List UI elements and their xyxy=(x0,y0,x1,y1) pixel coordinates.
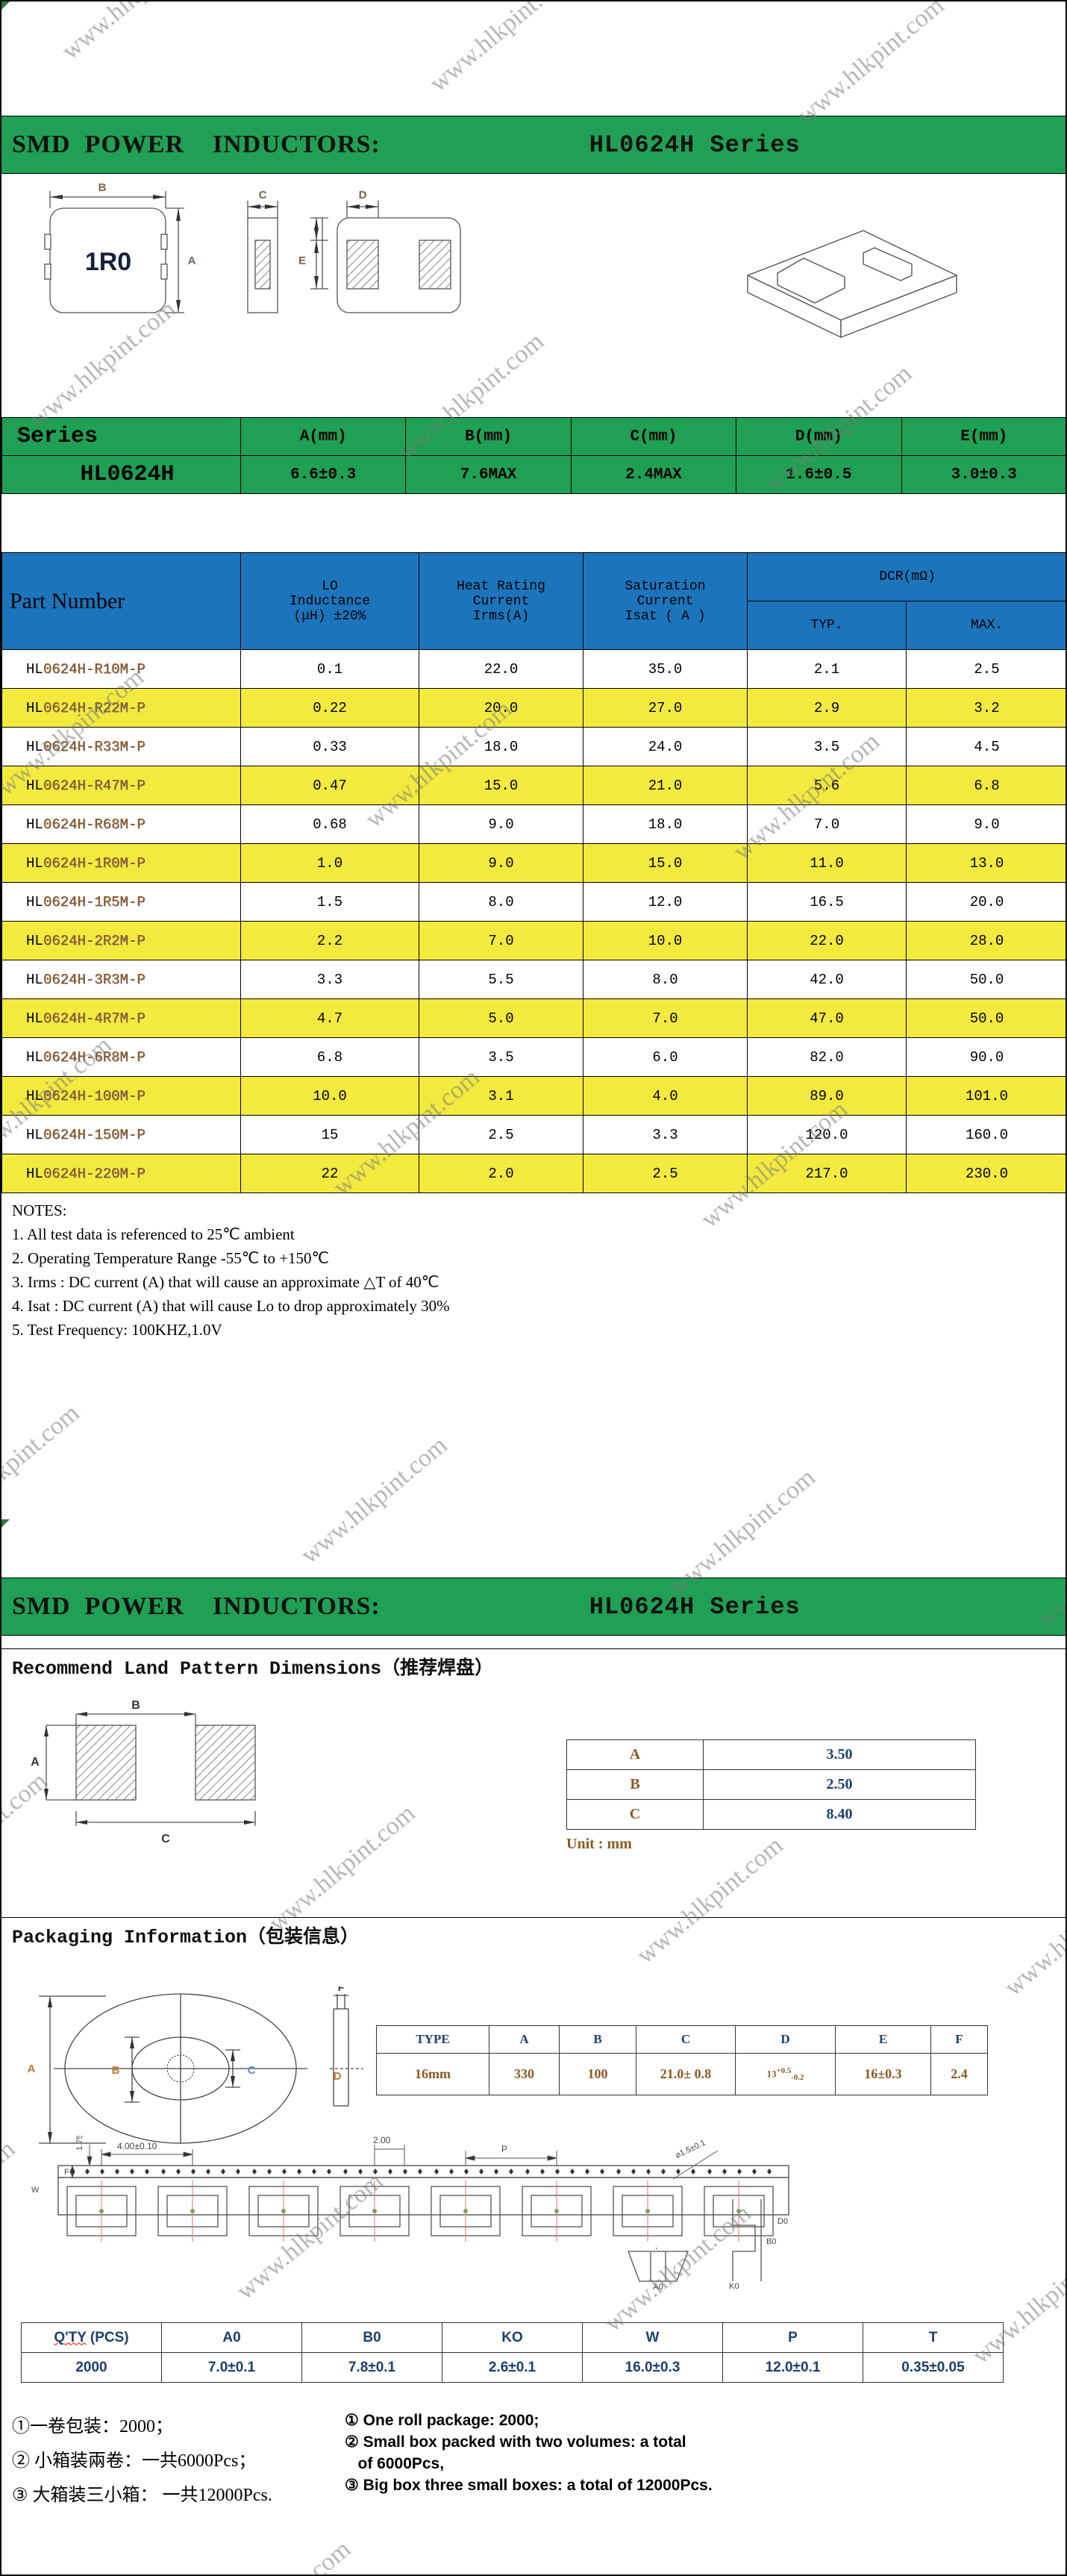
svg-text:2.00: 2.00 xyxy=(373,2136,391,2145)
svg-text:F: F xyxy=(338,1986,345,1993)
svg-text:C: C xyxy=(161,1833,170,1845)
svg-text:4.00±0.10: 4.00±0.10 xyxy=(117,2141,157,2151)
svg-text:A: A xyxy=(28,2063,36,2075)
svg-text:A: A xyxy=(31,1756,40,1769)
svg-text:E: E xyxy=(298,254,306,267)
svg-text:C: C xyxy=(248,2064,256,2077)
svg-text:B: B xyxy=(131,1699,140,1712)
svg-text:B0: B0 xyxy=(766,2237,776,2246)
svg-text:P: P xyxy=(655,2248,660,2251)
svg-text:P: P xyxy=(501,2144,507,2154)
svg-text:A: A xyxy=(188,254,196,267)
svg-text:⌀1.5±0.1: ⌀1.5±0.1 xyxy=(674,2139,707,2160)
svg-text:B: B xyxy=(98,181,107,194)
svg-text:F: F xyxy=(64,2168,69,2177)
svg-text:W: W xyxy=(31,2186,40,2195)
svg-text:D: D xyxy=(359,189,367,201)
svg-text:B: B xyxy=(112,2064,120,2077)
svg-text:1.75±0.10: 1.75±0.10 xyxy=(75,2136,84,2151)
svg-text:A0: A0 xyxy=(653,2283,663,2292)
svg-text:1R0: 1R0 xyxy=(85,248,131,276)
svg-text:K0: K0 xyxy=(729,2282,739,2291)
svg-text:C: C xyxy=(259,189,267,201)
